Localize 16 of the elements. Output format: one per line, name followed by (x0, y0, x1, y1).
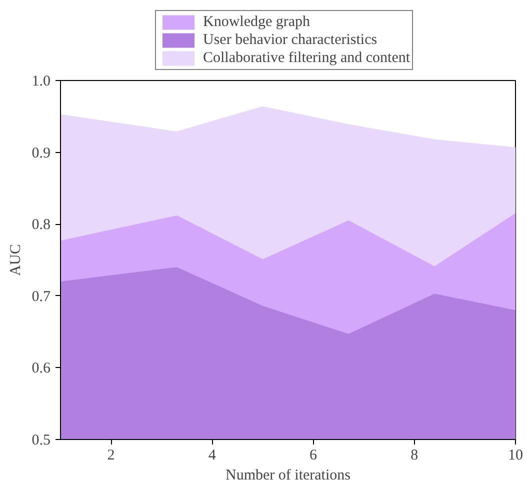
x-axis-title: Number of iterations (226, 468, 351, 484)
y-tick-label: 0.8 (32, 217, 50, 234)
legend-label: User behavior characteristics (203, 31, 378, 49)
y-axis-title: AUC (8, 244, 24, 276)
x-tick-label: 2 (107, 448, 115, 464)
x-tick-label: 8 (410, 448, 418, 464)
y-tick-label: 0.5 (32, 432, 50, 448)
y-tick-label: 0.7 (32, 288, 51, 305)
y-tick-label: 0.9 (32, 145, 50, 162)
x-tick-label: 4 (208, 448, 216, 464)
y-tick-label: 0.6 (32, 360, 51, 377)
y-tick-label: 1.0 (32, 74, 50, 90)
legend-label: Collaborative filtering and content (203, 49, 410, 67)
x-tick-label: 6 (310, 448, 318, 464)
legend-label: Knowledge graph (203, 13, 310, 31)
x-tick-label: 10 (508, 448, 523, 464)
